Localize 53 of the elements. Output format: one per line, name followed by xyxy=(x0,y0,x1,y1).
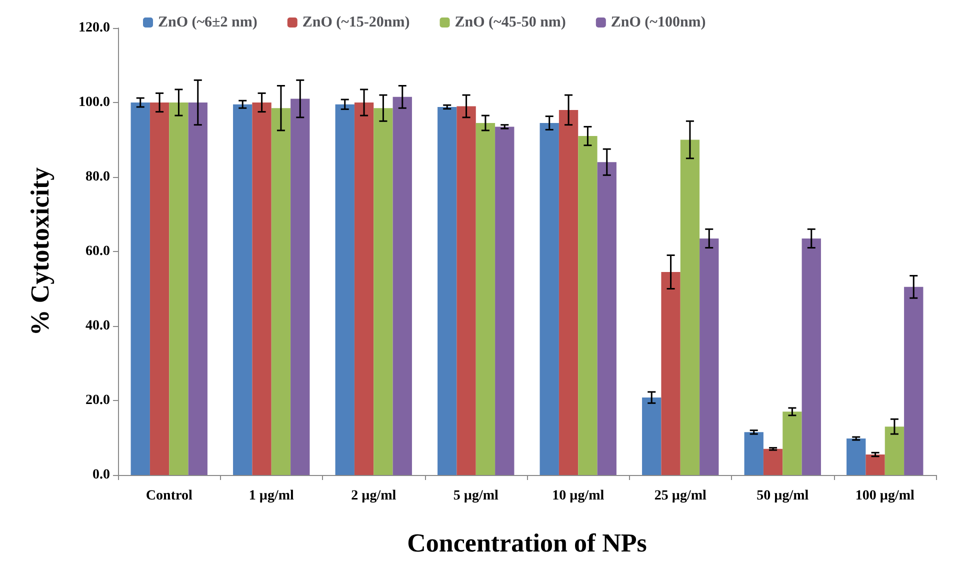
bar xyxy=(884,426,904,475)
bar xyxy=(271,108,291,475)
legend-label: ZnO (~15-20nm) xyxy=(302,14,410,30)
bar xyxy=(763,448,783,475)
y-tick-label: 20.0 xyxy=(86,393,110,408)
x-tick-label: 25 µg/ml xyxy=(654,488,706,504)
x-tick-label: 10 µg/ml xyxy=(552,488,604,504)
bar xyxy=(578,136,598,475)
x-tick-label: 2 µg/ml xyxy=(351,488,396,504)
legend-label: ZnO (~45-50 nm) xyxy=(454,14,566,30)
bar xyxy=(354,102,374,475)
bar xyxy=(802,238,821,475)
bar xyxy=(866,454,885,475)
bar xyxy=(290,98,310,475)
y-tick-label: 0.0 xyxy=(92,468,110,482)
bar xyxy=(169,102,188,475)
bar xyxy=(392,96,412,475)
y-tick-label: 40.0 xyxy=(86,318,110,334)
x-tick-label: 1 µg/ml xyxy=(248,488,294,504)
bar xyxy=(438,106,457,475)
y-tick-label: 60.0 xyxy=(86,244,110,259)
bar xyxy=(597,162,616,475)
bar xyxy=(252,102,272,475)
bar xyxy=(680,140,700,475)
y-axis-title: % Cytotoxicity xyxy=(26,167,54,336)
legend-label: ZnO (~100nm) xyxy=(610,14,706,30)
bar xyxy=(374,108,393,475)
x-tick-label: 100 µg/ml xyxy=(855,488,914,504)
bar xyxy=(540,122,559,475)
bar xyxy=(335,104,354,475)
y-tick-label: 120.0 xyxy=(78,20,110,36)
y-tick-label: 80.0 xyxy=(86,170,110,184)
bar xyxy=(642,398,662,475)
bar xyxy=(782,412,802,475)
bar xyxy=(476,122,496,475)
x-tick-label: 5 µg/ml xyxy=(453,488,498,504)
bar xyxy=(661,272,680,475)
bar xyxy=(904,286,924,475)
bar xyxy=(700,238,719,475)
bar xyxy=(188,102,208,475)
x-tick-label: 50 µg/ml xyxy=(756,488,809,504)
bar xyxy=(130,102,150,475)
y-tick-label: 100.0 xyxy=(78,95,110,110)
x-tick-label: Control xyxy=(146,488,192,504)
bar xyxy=(846,438,866,475)
bar xyxy=(495,126,514,475)
legend-label: ZnO (~6±2 nm) xyxy=(158,14,258,30)
bar xyxy=(744,432,764,475)
bar xyxy=(456,106,476,475)
bar xyxy=(150,102,170,475)
x-axis-title: Concentration of NPs xyxy=(407,528,647,558)
bar xyxy=(233,104,252,475)
bar xyxy=(558,110,578,475)
